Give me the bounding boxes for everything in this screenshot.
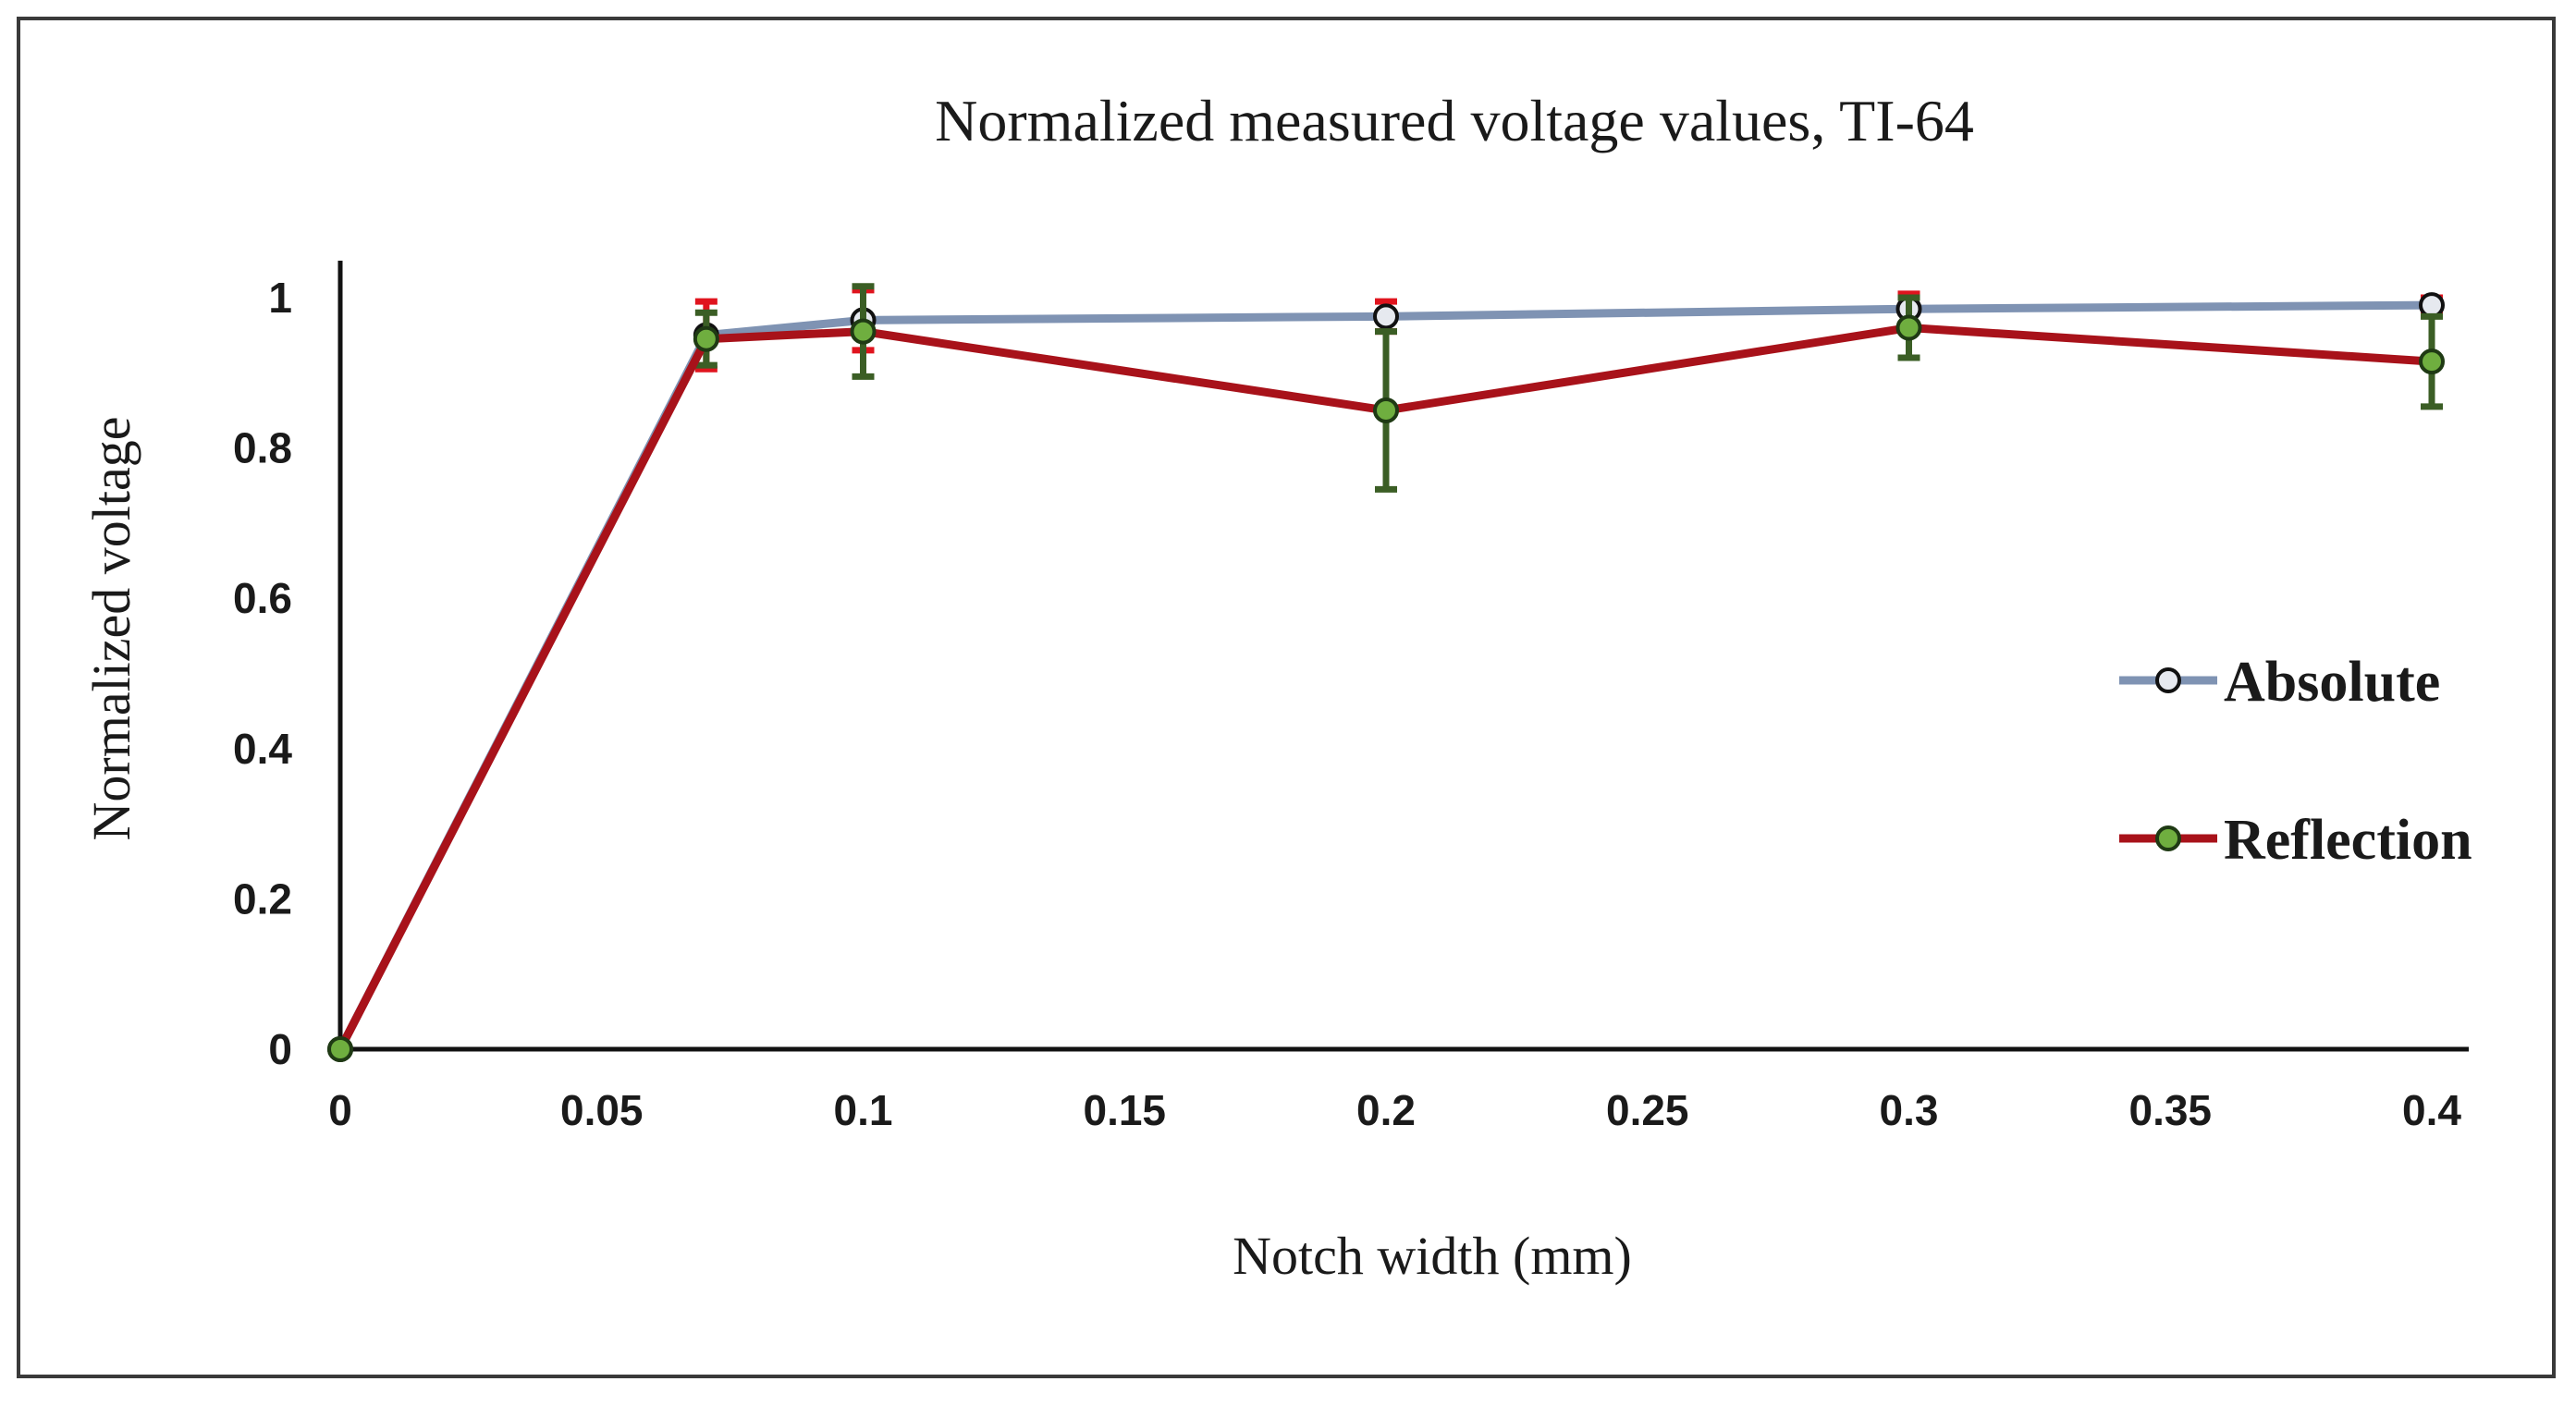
x-tick-label: 0 xyxy=(328,1086,352,1134)
y-tick-label: 1 xyxy=(268,274,292,322)
series-layer xyxy=(327,283,2445,1062)
x-tick-label: 0.2 xyxy=(1356,1086,1416,1134)
y-tick-label: 0 xyxy=(268,1025,292,1073)
data-point xyxy=(1373,303,1399,330)
y-tick-label: 0.8 xyxy=(233,424,292,472)
legend: Absolute Reflection xyxy=(2119,651,2472,872)
legend-label: Absolute xyxy=(2224,651,2440,714)
tick-labels: 0 0.05 0.1 0.15 0.2 0.25 0.3 0.35 0.4 0 0.2 0.4 0.6 0… xyxy=(233,274,2461,1134)
x-tick-label: 0.1 xyxy=(834,1086,893,1134)
data-point xyxy=(2419,292,2445,319)
series-reflection xyxy=(327,283,2445,1062)
x-tick-label: 0.3 xyxy=(1880,1086,1939,1134)
data-point xyxy=(2419,348,2445,375)
axes xyxy=(337,261,2469,1052)
x-tick-label: 0.4 xyxy=(2402,1086,2461,1134)
legend-marker xyxy=(2155,825,2181,851)
legend-item-absolute: Absolute xyxy=(2119,651,2440,714)
chart-frame xyxy=(17,17,2556,1378)
x-tick-label: 0.25 xyxy=(1606,1086,1689,1134)
y-tick-label: 0.2 xyxy=(233,874,292,923)
x-tick-label: 0.35 xyxy=(2128,1086,2212,1134)
data-point xyxy=(693,325,719,352)
x-tick-label: 0.05 xyxy=(560,1086,644,1134)
legend-marker xyxy=(2155,667,2181,693)
y-tick-label: 0.6 xyxy=(233,574,292,622)
series-line xyxy=(336,324,2436,1054)
data-point xyxy=(1895,314,1922,341)
chart-title: Normalized measured voltage values, TI-6… xyxy=(935,88,1974,153)
y-axis-title: Normalized voltage xyxy=(81,417,141,841)
data-point xyxy=(1373,397,1399,423)
legend-label: Reflection xyxy=(2224,809,2472,872)
legend-item-reflection: Reflection xyxy=(2119,809,2472,872)
data-point xyxy=(850,318,877,345)
x-tick-label: 0.15 xyxy=(1083,1086,1166,1134)
data-point xyxy=(327,1036,353,1062)
y-tick-label: 0.4 xyxy=(233,725,292,773)
x-axis-title: Notch width (mm) xyxy=(1233,1226,1632,1286)
